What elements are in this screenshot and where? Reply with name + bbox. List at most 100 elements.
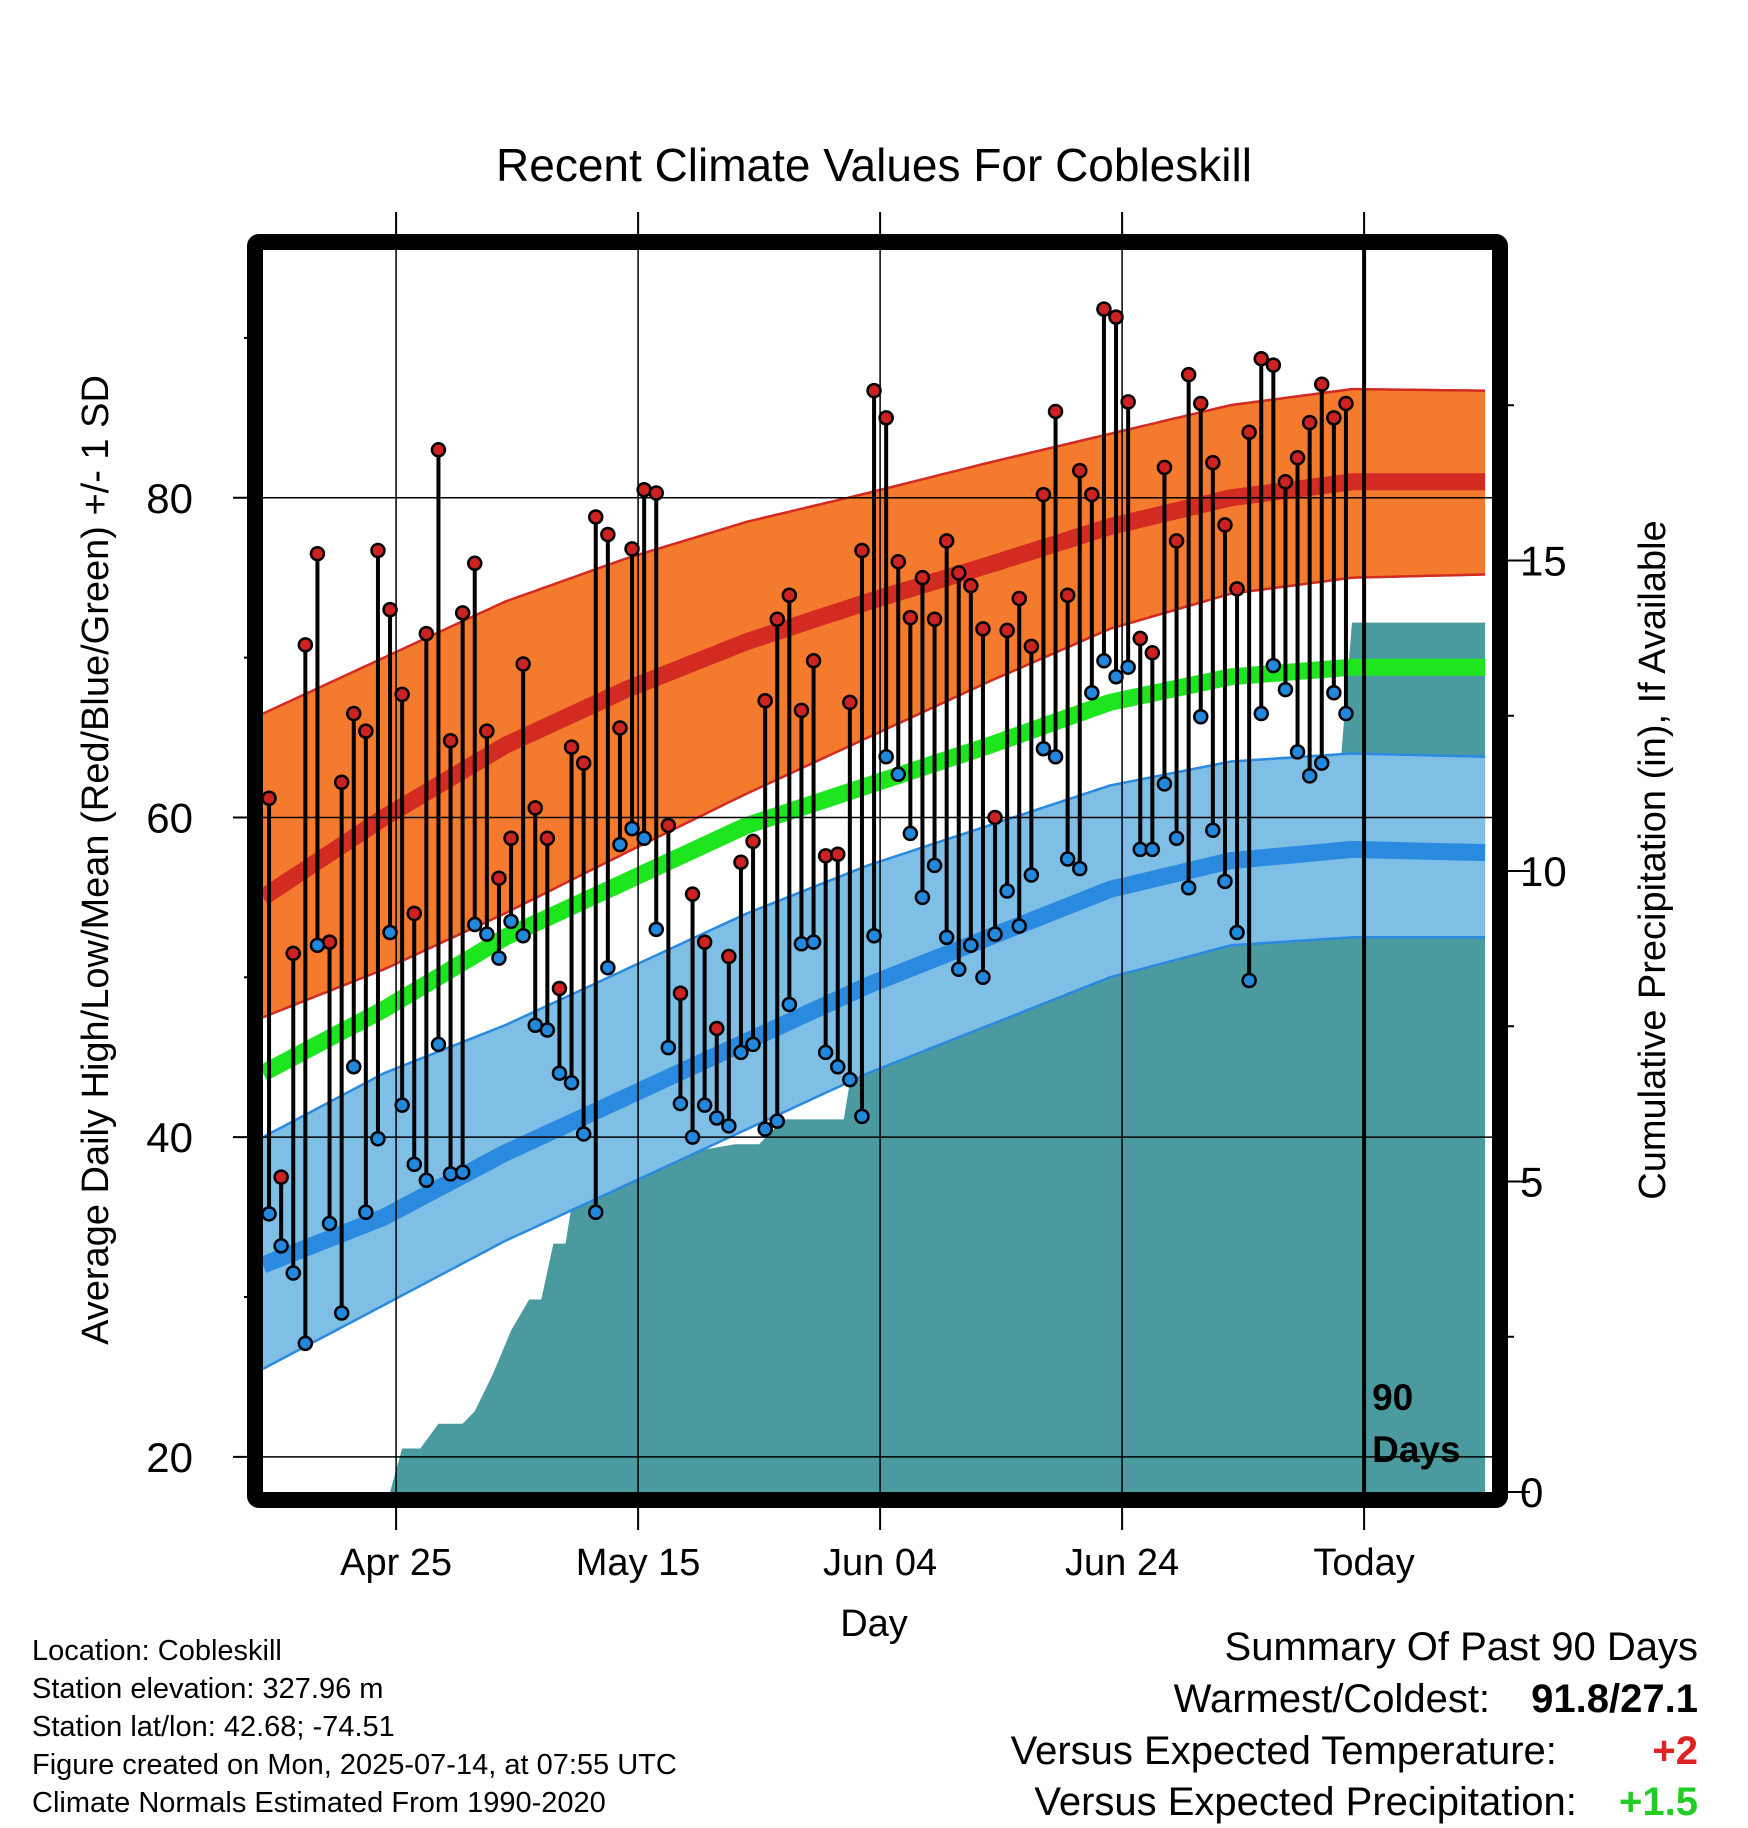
high-point: [382, 601, 398, 618]
low-point: [479, 926, 495, 942]
low-point: [1277, 681, 1294, 698]
temp-value: +2: [1652, 1729, 1698, 1773]
low-point: [1301, 768, 1318, 784]
low-point: [575, 1126, 592, 1142]
high-point: [769, 611, 785, 627]
low-point: [830, 1059, 846, 1075]
low-point: [709, 1110, 725, 1126]
low-point: [1156, 776, 1173, 792]
plot-content: [263, 250, 1492, 1492]
low-point: [1035, 740, 1052, 757]
high-point: [370, 542, 386, 559]
high-point: [624, 541, 640, 557]
low-point: [1229, 924, 1245, 941]
low-point: [951, 961, 967, 978]
high-point: [1289, 450, 1306, 466]
normals-text: Climate Normals Estimated From 1990-2020: [32, 1787, 606, 1819]
chart-title: Recent Climate Values For Cobleskill: [496, 139, 1252, 191]
high-point: [733, 854, 749, 870]
low-point: [454, 1164, 471, 1181]
low-point: [926, 857, 943, 874]
low-point: [503, 913, 519, 930]
high-point: [297, 637, 314, 653]
high-point: [309, 545, 326, 562]
high-point: [430, 442, 447, 458]
high-point: [1326, 410, 1342, 426]
low-sd-band-lower-edge: [263, 936, 1486, 1371]
low-point: [285, 1265, 301, 1281]
low-point: [1120, 659, 1136, 675]
low-point: [660, 1039, 677, 1056]
high-point: [479, 723, 495, 739]
high-point: [1047, 403, 1064, 420]
low-point: [394, 1097, 410, 1113]
high-point: [660, 817, 677, 834]
low-point: [684, 1129, 701, 1145]
high-point: [1253, 350, 1269, 367]
high-point: [793, 702, 810, 719]
x-tick-label: Jun 24: [1065, 1542, 1179, 1584]
low-point: [757, 1121, 773, 1137]
high-point: [394, 686, 410, 703]
high-point: [1217, 517, 1233, 533]
high-point: [648, 485, 664, 501]
high-point: [454, 605, 471, 621]
high-point: [527, 800, 543, 816]
high-point: [805, 653, 822, 669]
low-point: [1168, 830, 1185, 846]
high-point: [890, 553, 906, 570]
low-point: [1180, 880, 1197, 896]
high-point: [333, 774, 350, 791]
low-point: [1289, 744, 1306, 760]
today-days-label: 90: [1372, 1377, 1413, 1418]
low-point: [1108, 669, 1124, 685]
high-point: [1156, 459, 1173, 476]
low-point: [938, 929, 955, 946]
y2-axis-label: Cumulative Precipitation (in), If Availa…: [1632, 520, 1674, 1199]
y-tick-label: 60: [146, 794, 193, 841]
y-tick-label: 80: [146, 475, 193, 522]
low-point: [491, 950, 507, 966]
low-point: [1193, 708, 1209, 725]
high-point: [273, 1169, 289, 1185]
high-point: [1035, 486, 1052, 503]
plot-area: 90 Days 20 40 60 80 Apr 25 May 15 Jun 04 Jun 24 To…: [146, 212, 1567, 1584]
high-point: [951, 565, 967, 581]
high-point: [588, 509, 604, 525]
high-point: [612, 720, 628, 736]
high-point: [1096, 301, 1112, 317]
high-point: [975, 621, 991, 637]
created-text: Figure created on Mon, 2025-07-14, at 07…: [32, 1749, 677, 1781]
high-point: [406, 905, 422, 922]
precip-value: +1.5: [1619, 1780, 1698, 1824]
y-axis-label: Average Daily High/Low/Mean (Red/Blue/Gr…: [75, 375, 117, 1345]
high-point: [358, 723, 374, 739]
low-point: [721, 1118, 737, 1134]
low-point: [733, 1044, 749, 1061]
x-tick-label: Today: [1313, 1542, 1414, 1584]
x-tick-label: May 15: [576, 1542, 701, 1584]
low-point: [781, 996, 798, 1013]
high-point: [745, 833, 761, 850]
low-point: [1205, 822, 1221, 838]
low-point: [1096, 653, 1112, 669]
high-point: [854, 542, 870, 559]
low-point: [1059, 851, 1076, 867]
high-point: [1168, 533, 1185, 549]
low-point: [430, 1036, 447, 1053]
y2-tick-label: 5: [1520, 1159, 1543, 1206]
precip-label: Versus Expected Precipitation:: [1034, 1780, 1577, 1824]
high-point: [1338, 395, 1354, 412]
high-point: [1023, 638, 1040, 655]
low-point: [902, 825, 919, 842]
high-point: [1120, 394, 1136, 410]
high-point: [1301, 414, 1318, 431]
y2-tick-label: 0: [1520, 1469, 1543, 1516]
footer-info: Location: Cobleskill Station elevation: …: [32, 1632, 677, 1822]
low-point: [1253, 705, 1269, 722]
low-point: [309, 937, 326, 954]
high-point: [1144, 645, 1161, 661]
low-point: [624, 820, 640, 837]
low-point: [467, 916, 483, 933]
low-point: [1326, 685, 1342, 701]
